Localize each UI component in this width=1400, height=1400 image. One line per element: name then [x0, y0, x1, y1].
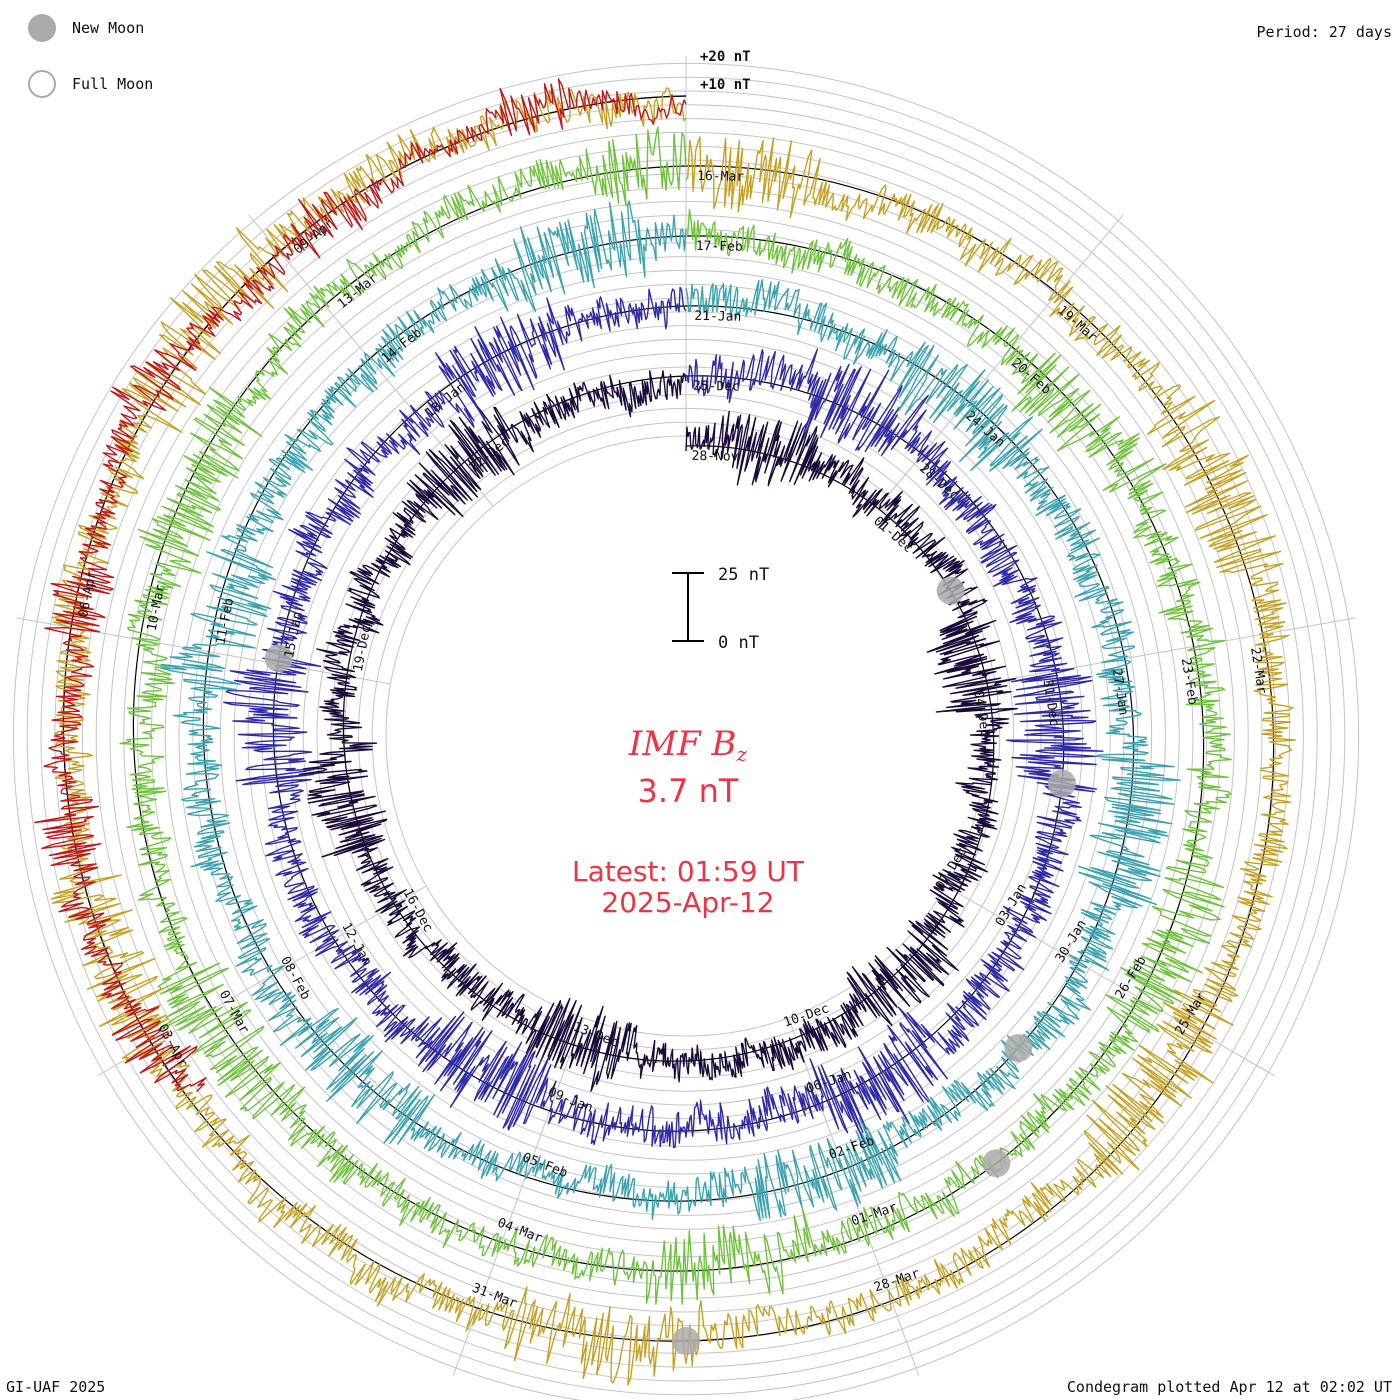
- plotted-label: Condegram plotted Apr 12 at 02:02 UT: [1066, 1378, 1392, 1396]
- date-label: 19-Dec: [351, 624, 375, 673]
- date-label: 07-Mar: [216, 988, 252, 1037]
- scale-bar: 25 nT 0 nT: [672, 565, 769, 653]
- radial-line-3: [945, 885, 1276, 1077]
- new-moon-marker-5: [264, 644, 293, 673]
- ring-label-plus20: +20 nT: [700, 49, 751, 65]
- credit-label: GI-UAF 2025: [6, 1378, 106, 1396]
- date-label: 25-Dec: [693, 379, 740, 395]
- baseline-spiral-2: [202, 235, 1135, 1202]
- date-label: 27-Jan: [1109, 668, 1131, 717]
- new-moon-marker-3: [982, 1149, 1011, 1178]
- date-label: 16-Mar: [697, 169, 744, 185]
- ring-label-plus10: +10 nT: [700, 77, 751, 93]
- scale-bar-bottom-label: 0 nT: [718, 633, 759, 653]
- date-label: 22-Mar: [1247, 646, 1269, 695]
- new-moon-icon: [28, 14, 56, 42]
- legend-new-moon-label: New Moon: [72, 19, 145, 37]
- new-moon-marker-4: [672, 1327, 700, 1355]
- new-moon-marker-0: [936, 576, 965, 605]
- radial-line-8: [248, 214, 494, 507]
- series-trace-2: [159, 200, 1181, 1222]
- date-label: 17-Feb: [696, 239, 743, 255]
- date-label: 26-Feb: [1113, 954, 1150, 1002]
- date-label: 04-Dec: [970, 689, 992, 738]
- full-moon-icon: [28, 70, 56, 98]
- date-label: 31-Dec: [1040, 679, 1062, 728]
- scale-bar-top-label: 25 nT: [718, 565, 769, 585]
- series-trace-5: [34, 78, 687, 1093]
- latest-time: Latest: 01:59 UT: [571, 855, 805, 888]
- chart-title: IMF Bz: [488, 724, 888, 766]
- latest-date: 2025-Apr-12: [601, 886, 775, 919]
- period-label: Period: 27 days: [1256, 23, 1392, 41]
- date-label: 09-Jan: [546, 1085, 595, 1116]
- legend-full-moon-label: Full Moon: [72, 75, 154, 93]
- date-label: 21-Jan: [694, 309, 741, 325]
- legend-full-moon: Full Moon: [28, 70, 153, 98]
- chart-title-main: IMF B: [628, 724, 737, 764]
- chart-title-subscript: z: [736, 742, 748, 766]
- moon-markers: [264, 576, 1076, 1355]
- new-moon-marker-2: [1004, 1034, 1033, 1063]
- current-value: 3.7 nT: [637, 772, 739, 810]
- new-moon-marker-1: [1047, 769, 1076, 798]
- series-trace-3: [119, 126, 1232, 1305]
- date-label: 23-Feb: [1178, 657, 1200, 706]
- legend-new-moon: New Moon: [28, 14, 144, 42]
- series-trace-4: [50, 87, 1296, 1386]
- series-trace-1: [223, 286, 1104, 1149]
- radial-line-2: [981, 617, 1356, 685]
- date-label: 28-Nov: [691, 449, 738, 465]
